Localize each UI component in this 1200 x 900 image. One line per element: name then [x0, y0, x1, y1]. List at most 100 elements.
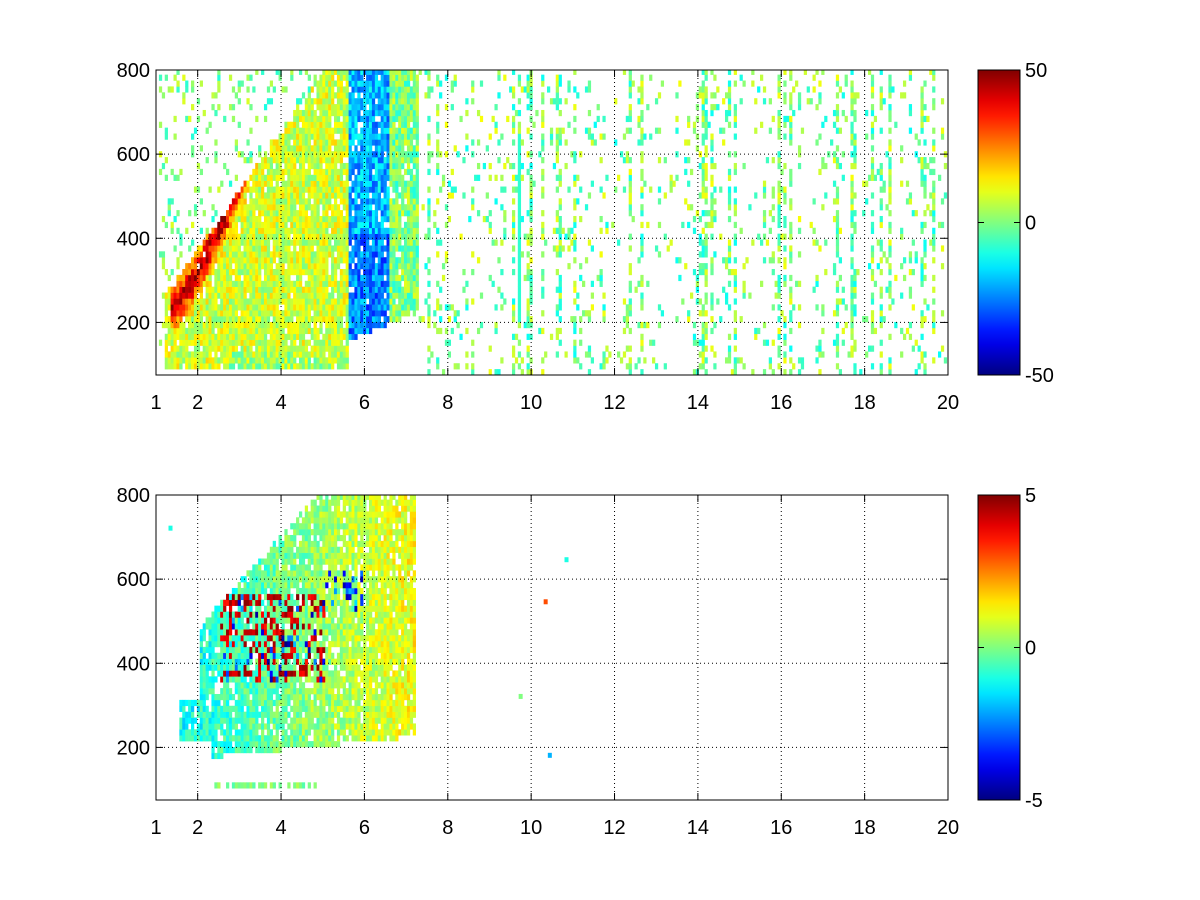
heatmap-cell: [555, 127, 559, 134]
heatmap-cell: [191, 351, 195, 358]
heatmap-cell: [640, 321, 644, 329]
heatmap-cell: [762, 192, 767, 199]
heatmap-cell: [406, 92, 411, 99]
heatmap-cell: [558, 174, 562, 181]
heatmap-cell: [214, 717, 218, 724]
heatmap-cell: [517, 204, 522, 211]
heatmap-cell: [193, 316, 198, 323]
heatmap-cell: [360, 327, 364, 335]
heatmap-cell: [322, 204, 326, 211]
heatmap-cell: [310, 292, 314, 299]
heatmap-cell: [228, 292, 233, 299]
heatmap-cell: [395, 127, 399, 134]
heatmap-cell: [287, 174, 291, 181]
heatmap-cell: [211, 682, 215, 689]
heatmap-cell: [331, 174, 335, 181]
heatmap-cell: [191, 717, 195, 724]
heatmap-cell: [412, 227, 416, 234]
heatmap-cell: [269, 186, 274, 193]
heatmap-cell: [208, 711, 212, 718]
heatmap-cell: [284, 298, 288, 305]
heatmap-cell: [412, 221, 416, 229]
heatmap-cell: [298, 210, 303, 217]
heatmap-cell: [500, 239, 504, 246]
heatmap-cell: [541, 80, 545, 87]
heatmap-cell: [517, 263, 522, 270]
heatmap-cell: [471, 351, 475, 358]
heatmap-cell: [246, 298, 250, 305]
heatmap-cell: [351, 157, 355, 164]
heatmap-cell: [529, 133, 533, 140]
heatmap-cell: [357, 221, 361, 229]
heatmap-cell: [328, 174, 332, 181]
heatmap-cell: [541, 121, 545, 128]
heatmap-cell: [657, 304, 662, 311]
heatmap-cell: [853, 145, 857, 152]
heatmap-cell: [261, 251, 265, 258]
heatmap-cell: [342, 204, 346, 211]
heatmap-cell: [541, 168, 545, 176]
heatmap-cell: [558, 327, 562, 335]
heatmap-cell: [266, 321, 271, 329]
heatmap-cell: [357, 327, 361, 335]
heatmap-cell: [307, 162, 311, 170]
heatmap-cell: [517, 233, 522, 240]
heatmap-cell: [231, 363, 236, 370]
heatmap-cell: [339, 98, 344, 105]
heatmap-cell: [392, 227, 396, 234]
heatmap-cell: [348, 104, 352, 111]
heatmap-cell: [310, 215, 314, 223]
heatmap-cell: [850, 92, 854, 99]
heatmap-cell: [263, 204, 268, 211]
heatmap-cell: [182, 98, 186, 105]
heatmap-cell: [179, 339, 183, 346]
heatmap-cell: [333, 139, 338, 146]
heatmap-cell: [602, 133, 606, 140]
heatmap-cell: [415, 98, 419, 105]
heatmap-cell: [485, 145, 489, 152]
heatmap-cell: [336, 151, 341, 158]
heatmap-cell: [284, 339, 288, 346]
heatmap-cell: [249, 339, 253, 346]
heatmap-cell: [436, 162, 440, 170]
heatmap-cell: [331, 310, 335, 317]
heatmap-cell: [777, 127, 781, 134]
heatmap-cell: [284, 145, 288, 152]
heatmap-cell: [733, 257, 737, 264]
heatmap-cell: [366, 186, 370, 193]
heatmap-cell: [345, 109, 349, 117]
heatmap-cell: [287, 133, 291, 140]
heatmap-cell: [573, 233, 577, 240]
heatmap-cell: [923, 210, 927, 217]
heatmap-cell: [701, 86, 705, 93]
heatmap-cell: [555, 104, 559, 111]
heatmap-cell: [369, 145, 373, 152]
heatmap-cell: [331, 357, 335, 364]
heatmap-cell: [628, 233, 632, 240]
heatmap-cell: [570, 151, 574, 158]
heatmap-cell: [427, 369, 431, 375]
heatmap-cell: [281, 274, 285, 282]
heatmap-cell: [727, 168, 732, 176]
heatmap-cell: [196, 115, 201, 123]
heatmap-cell: [573, 298, 577, 305]
heatmap-cell: [333, 70, 338, 75]
heatmap-cell: [261, 263, 265, 270]
heatmap-cell: [660, 310, 665, 317]
heatmap-cell: [701, 168, 705, 176]
heatmap-cells: [168, 495, 569, 789]
heatmap-cell: [701, 227, 705, 234]
heatmap-cell: [395, 274, 399, 282]
heatmap-cell: [193, 327, 198, 335]
heatmap-cell: [701, 351, 705, 358]
heatmap-cell: [695, 133, 700, 140]
heatmap-cell: [173, 133, 177, 140]
heatmap-cell: [406, 74, 411, 81]
heatmap-cell: [331, 304, 335, 311]
heatmap-cell: [777, 80, 781, 87]
heatmap-cell: [544, 351, 548, 358]
heatmap-cell: [290, 192, 294, 199]
heatmap-cell: [783, 369, 787, 375]
heatmap-cell: [701, 339, 705, 346]
heatmap-cell: [173, 74, 177, 81]
